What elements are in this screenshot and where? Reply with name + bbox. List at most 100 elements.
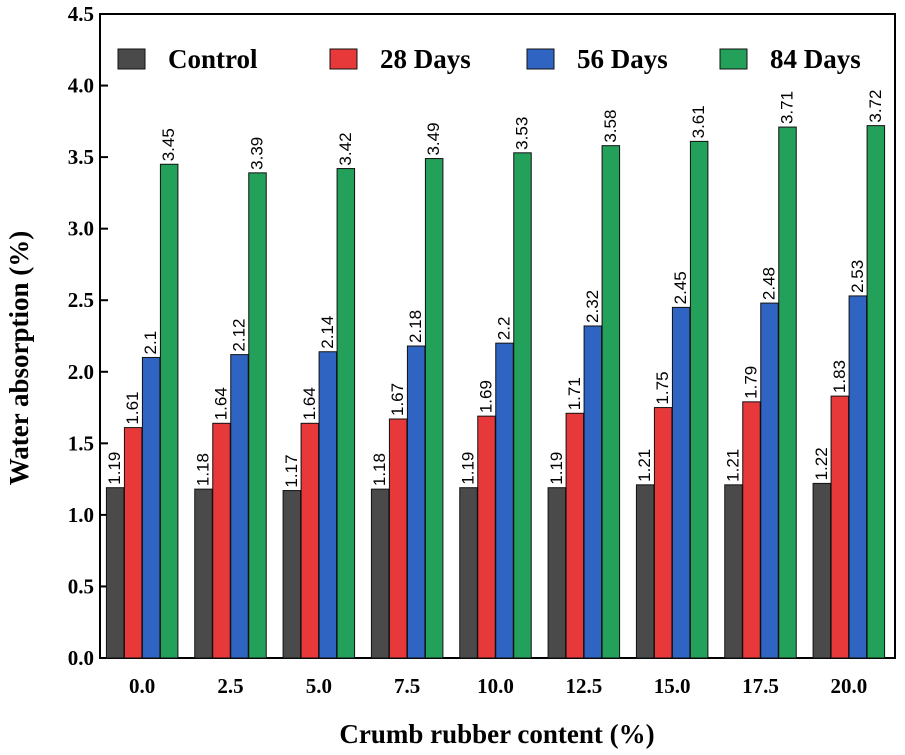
bar [230,354,249,659]
data-label: 1.21 [635,449,654,482]
bar [635,484,655,659]
y-tick-label: 4.5 [68,2,94,26]
data-label: 3.72 [866,90,885,123]
bar [742,401,761,659]
x-tick-label: 5.0 [306,674,332,698]
bar [671,306,691,659]
y-axis-title: Water absorption (%) [4,231,34,486]
legend-label: Control [168,44,258,74]
data-label: 2.12 [230,319,249,352]
x-tick-label: 12.5 [565,674,602,698]
x-tick-label: 2.5 [217,674,243,698]
bar [583,325,603,659]
bar [300,422,320,659]
x-tick-label: 15.0 [654,674,691,698]
bar [724,484,743,659]
bar [513,152,532,659]
x-tick-label: 17.5 [742,674,779,698]
y-tick-label: 2.0 [68,360,94,384]
data-label: 3.45 [159,128,178,161]
data-labels-layer: 1.19 1.61 2.1 3.45 1.18 1.64 2.12 3.39 1.17 1.64 2… [105,90,885,488]
legend-label: 84 Days [770,44,861,74]
bar [760,302,779,659]
data-label: 1.75 [653,371,672,404]
y-tick-label: 0.0 [68,646,94,670]
data-label: 2.18 [406,310,425,343]
data-label: 1.79 [742,366,761,399]
bar [459,487,478,659]
data-label: 1.69 [477,380,496,413]
data-label: 2.2 [495,317,514,341]
bar [370,488,390,659]
data-label: 2.48 [760,267,779,300]
legend-swatch [117,48,146,70]
data-label: 1.19 [547,452,566,485]
bar [812,482,832,659]
data-label: 3.42 [336,132,355,165]
data-label: 2.45 [671,271,690,304]
x-tick-label: 7.5 [394,674,420,698]
data-label: 2.14 [318,316,337,349]
data-label: 1.21 [724,449,743,482]
data-label: 1.61 [123,391,142,424]
legend-swatch [526,48,555,70]
bar [406,345,426,659]
data-label: 1.64 [212,387,231,420]
data-label: 1.67 [388,383,407,416]
data-label: 3.53 [513,117,532,150]
bar [653,407,673,659]
y-tick-label: 2.5 [68,288,94,312]
y-tick-label: 0.5 [68,574,94,598]
bar [194,488,213,659]
data-label: 1.19 [459,452,478,485]
bar [477,415,496,659]
legend-swatch [329,48,358,70]
bar [689,140,709,659]
x-tick-label: 10.0 [477,674,514,698]
data-label: 1.17 [282,454,301,487]
data-label: 3.61 [689,105,708,138]
data-label: 3.39 [248,137,267,170]
bar [547,487,567,659]
data-label: 1.19 [105,452,124,485]
bar [318,351,338,659]
bar [778,126,797,659]
bar [159,163,179,659]
data-label: 1.71 [565,377,584,410]
legend-swatch [719,48,748,70]
x-tick-label: 20.0 [830,674,867,698]
bar [565,412,585,659]
y-tick-label: 4.0 [68,74,94,98]
data-label: 1.83 [830,360,849,393]
data-label: 1.18 [370,453,389,486]
data-label: 3.58 [601,110,620,143]
data-label: 1.18 [194,453,213,486]
bar [105,487,125,659]
data-label: 2.53 [848,260,867,293]
bar [388,418,408,659]
bar [141,356,161,659]
bar [866,125,886,659]
legend-label: 56 Days [577,44,668,74]
legend-label: 28 Days [380,44,471,74]
bar [212,422,231,659]
legend: Control 28 Days 56 Days 84 Days [117,44,861,74]
bar [601,145,621,659]
bars-layer [105,125,886,659]
y-tick-label: 1.0 [68,503,94,527]
data-label: 1.64 [300,387,319,420]
bar [830,395,850,659]
y-tick-label: 3.0 [68,217,94,241]
data-label: 3.71 [778,91,797,124]
bar [336,168,356,659]
x-tick-label: 0.0 [129,674,155,698]
bar [282,490,302,659]
bar [123,427,143,659]
bar [248,172,267,659]
y-tick-label: 3.5 [68,145,94,169]
data-label: 3.49 [424,122,443,155]
bar [848,295,868,659]
x-axis-title: Crumb rubber content (%) [339,719,654,749]
bar [424,158,444,659]
